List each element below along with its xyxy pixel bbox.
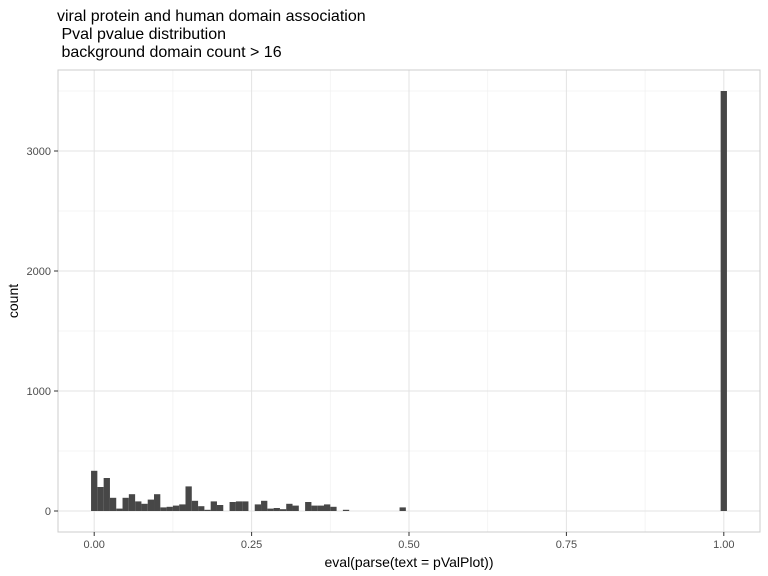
histogram-bar (97, 487, 104, 511)
histogram-bar (273, 508, 280, 511)
x-tick-label: 0.25 (241, 539, 262, 551)
histogram-bar (122, 497, 129, 511)
histogram-bar (160, 507, 167, 511)
chart-title-line: viral protein and human domain associati… (57, 8, 366, 25)
histogram-bar (720, 91, 727, 511)
histogram-bar (154, 494, 161, 511)
histogram-bar (204, 509, 211, 511)
x-tick-label: 0.75 (556, 539, 577, 551)
y-axis: 0 1000 2000 3000 (27, 146, 58, 518)
histogram-bar (235, 501, 243, 511)
histogram-bar (135, 501, 142, 511)
histogram-bar (210, 501, 217, 511)
histogram-bar (342, 509, 350, 511)
histogram-bar (399, 507, 406, 511)
histogram-bar (91, 470, 98, 511)
x-axis-title: eval(parse(text = pValPlot)) (325, 554, 494, 570)
histogram-bar (198, 506, 205, 511)
chart-subtitle-line: Pval pvalue distribution (57, 26, 226, 43)
histogram-bar (116, 508, 123, 511)
histogram-bar (286, 503, 293, 511)
histogram-bar (172, 505, 180, 511)
y-tick-label: 2000 (27, 266, 51, 278)
chart-subtitle-line: background domain count > 16 (57, 44, 282, 61)
histogram-bar (279, 509, 287, 511)
histogram-bar (324, 504, 331, 511)
histogram-bar (305, 502, 312, 511)
histogram-bar (216, 505, 224, 511)
y-tick-label: 1000 (27, 386, 51, 398)
plot-panel (57, 69, 761, 533)
histogram-bar (166, 506, 173, 511)
y-tick-label: 3000 (27, 146, 51, 158)
x-tick-label: 0.00 (83, 539, 104, 551)
x-axis: 0.00 0.25 0.50 0.75 1.00 (83, 532, 735, 551)
x-tick-label: 1.00 (713, 539, 734, 551)
y-axis-title: count (5, 284, 21, 318)
histogram-bar (103, 478, 110, 511)
major-gridlines (58, 70, 760, 532)
histogram-bar (254, 504, 262, 511)
histogram-bar (109, 497, 117, 511)
histogram-bars (91, 91, 727, 511)
histogram-bar (141, 503, 148, 511)
chart-title: viral protein and human domain associati… (57, 8, 366, 61)
histogram-bar (261, 500, 268, 511)
histogram-bar (330, 506, 337, 511)
histogram-bar (292, 505, 299, 511)
histogram-bar (229, 502, 236, 511)
histogram-bar (191, 500, 199, 511)
histogram-bar (317, 505, 325, 511)
histogram-bar (267, 508, 274, 511)
histogram-bar (147, 499, 155, 511)
y-tick-label: 0 (45, 506, 51, 518)
histogram-bar (311, 505, 318, 511)
histogram-bar (128, 494, 136, 511)
histogram-bar (185, 486, 192, 511)
x-tick-label: 0.50 (398, 539, 419, 551)
histogram-bar (242, 501, 249, 511)
histogram-bar (179, 504, 186, 511)
